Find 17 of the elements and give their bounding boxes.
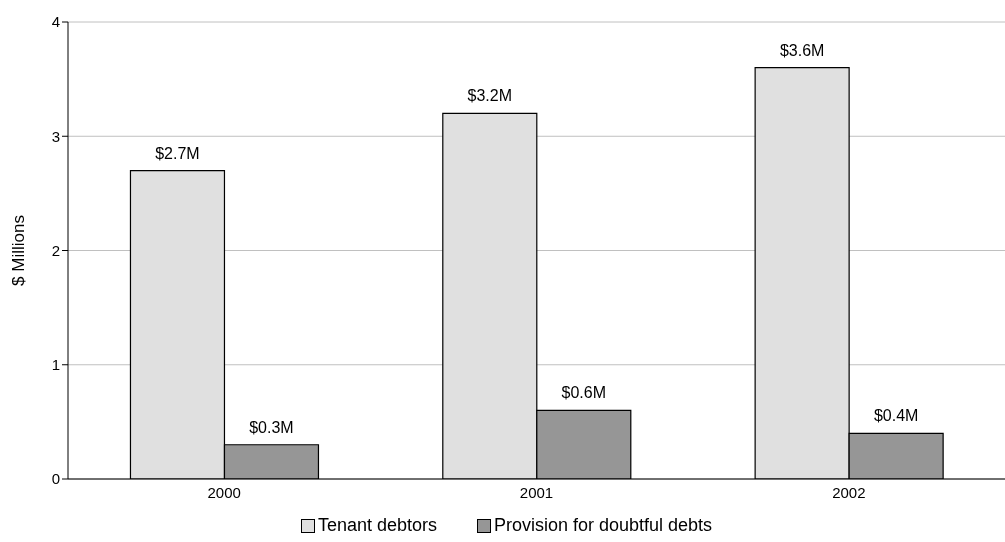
y-tick-label: 0 (51, 470, 60, 488)
data-label: $3.6M (779, 41, 825, 59)
legend-label: Tenant debtors (316, 515, 437, 536)
legend-label: Provision for doubtful debts (492, 515, 713, 536)
y-tick-label: 2 (51, 241, 60, 259)
data-label: $0.4M (873, 407, 919, 425)
data-label: $2.7M (155, 144, 200, 162)
x-tick-label: 2001 (519, 483, 554, 501)
y-axis-title: $ Millions (9, 215, 29, 286)
y-tick-label: 3 (51, 127, 60, 145)
x-tick-label: 2002 (832, 483, 866, 501)
y-tick-label: 1 (51, 356, 60, 374)
y-tick-label: 4 (51, 13, 60, 31)
data-label: $0.6M (561, 384, 607, 402)
x-tick-label: 2000 (207, 483, 241, 501)
data-label: $3.2M (467, 87, 513, 105)
data-label: $0.3M (249, 418, 294, 436)
